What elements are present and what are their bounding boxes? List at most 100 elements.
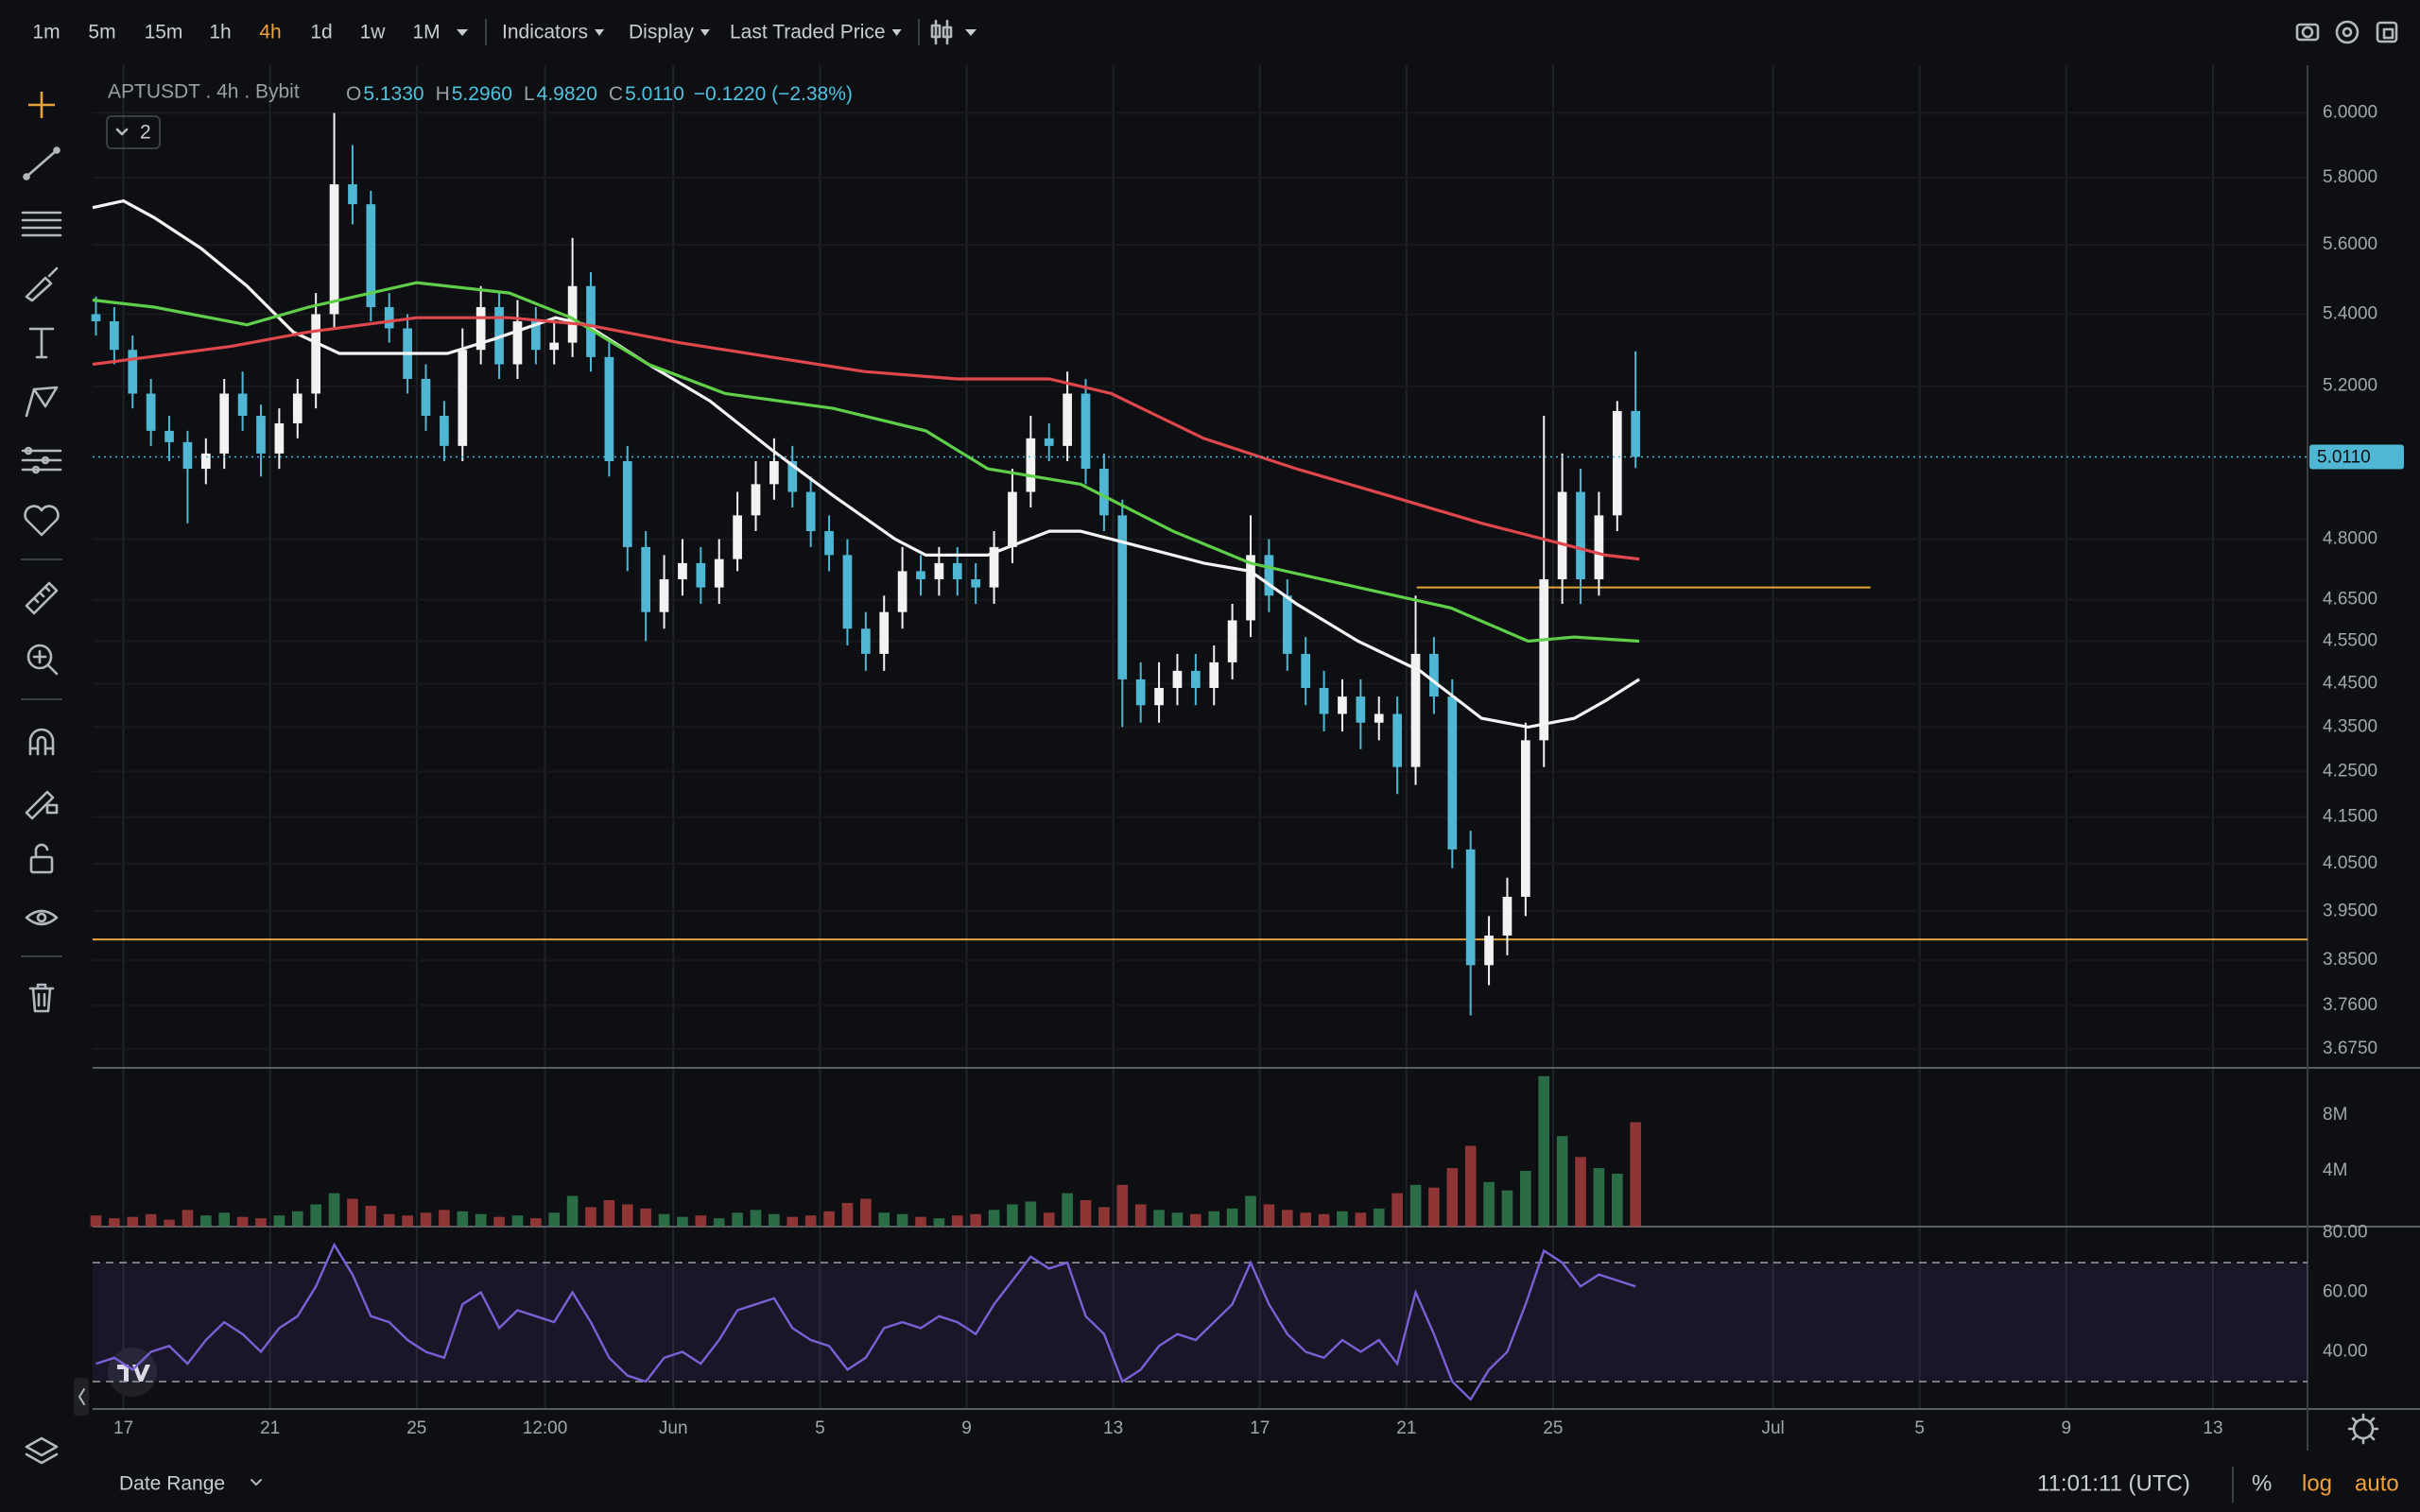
text-tool[interactable] xyxy=(28,327,55,359)
candle-body xyxy=(1429,653,1439,697)
volume-bar xyxy=(621,1204,633,1227)
chart-type-button[interactable] xyxy=(930,19,1900,45)
trendline-tool[interactable] xyxy=(23,146,60,180)
volume-bar xyxy=(236,1216,249,1227)
volume-bar xyxy=(310,1204,321,1227)
log-toggle[interactable]: log xyxy=(2302,1470,2332,1496)
favorites-tool[interactable] xyxy=(24,505,60,537)
visibility-tool[interactable] xyxy=(25,909,59,926)
magnet-tool[interactable] xyxy=(28,728,55,756)
menu-button[interactable]: Display xyxy=(629,22,694,43)
candle-body xyxy=(530,320,541,351)
pattern-tool[interactable] xyxy=(25,386,59,418)
interval-dropdown[interactable] xyxy=(457,29,468,36)
volume-bar xyxy=(1538,1075,1550,1227)
y-tick-label: 5.6000 xyxy=(2323,234,2377,254)
interval-button[interactable]: 1d xyxy=(310,22,332,43)
layers-tool[interactable] xyxy=(25,1436,59,1465)
y-tick-label: 4.8000 xyxy=(2323,528,2377,548)
candle-body xyxy=(1282,595,1292,654)
y-tick-label: 3.8500 xyxy=(2323,950,2377,970)
interval-button[interactable]: 4h xyxy=(259,22,281,43)
candle-body xyxy=(916,571,925,579)
lock-drawing-tool[interactable] xyxy=(25,790,59,820)
volume-bar xyxy=(585,1207,596,1227)
logo-circle xyxy=(108,1348,157,1397)
badge-chevron xyxy=(115,128,129,136)
candle-body xyxy=(549,342,560,351)
fullscreen-button[interactable] xyxy=(2376,21,2398,43)
x-tick-label: 17 xyxy=(1250,1418,1270,1438)
date-range-button[interactable]: Date Range xyxy=(119,1473,225,1495)
interval-button[interactable]: 1w xyxy=(360,22,387,43)
interval-button[interactable]: 1M xyxy=(412,22,440,43)
interval-button[interactable]: 1h xyxy=(209,22,231,43)
volume-bar xyxy=(769,1213,780,1227)
y-tick-label: 4.4500 xyxy=(2323,673,2377,693)
indicator-badge[interactable]: 2 xyxy=(106,115,161,149)
interval-button[interactable]: 1m xyxy=(32,22,60,43)
volume-bar xyxy=(1428,1187,1440,1227)
candle-body xyxy=(1374,713,1384,723)
candle-body xyxy=(256,416,266,454)
x-tick-label: Jun xyxy=(659,1418,688,1438)
menu-caret xyxy=(595,29,605,36)
candle-body xyxy=(1356,696,1366,723)
chart-type-dropdown[interactable] xyxy=(965,29,977,36)
candle-body xyxy=(971,578,981,588)
candle-body xyxy=(1557,491,1567,579)
projection-tool[interactable] xyxy=(21,446,62,474)
crosshair-tool[interactable] xyxy=(28,92,55,118)
volume-bar xyxy=(1373,1208,1385,1227)
candle-body xyxy=(1044,438,1054,446)
change-value: −0.1220 (−2.38%) xyxy=(694,83,853,105)
volume-bar xyxy=(1355,1212,1367,1227)
candle-body xyxy=(274,422,285,454)
candle-body xyxy=(421,378,431,417)
candle-body xyxy=(1026,438,1036,492)
volume-bar xyxy=(493,1216,505,1227)
interval-button[interactable]: 15m xyxy=(145,22,183,43)
x-tick-label: Jul xyxy=(1761,1418,1784,1438)
candle-body xyxy=(842,555,853,629)
x-tick-label: 5 xyxy=(1914,1418,1925,1438)
menu-button[interactable]: Last Traded Price xyxy=(730,22,886,43)
rsi-band xyxy=(93,1263,2308,1383)
ohlc-key: H xyxy=(436,83,450,105)
candle-body xyxy=(1576,491,1585,579)
y-tick-label: 3.6750 xyxy=(2323,1039,2377,1058)
moving-average xyxy=(92,198,1640,730)
volume-bar xyxy=(1190,1213,1201,1227)
candle-body xyxy=(91,314,101,321)
volume-bar xyxy=(291,1211,303,1227)
volume-bar xyxy=(1300,1212,1311,1227)
candle-body xyxy=(696,562,706,588)
auto-toggle[interactable]: auto xyxy=(2355,1470,2399,1496)
settings-button[interactable] xyxy=(2335,20,2360,44)
volume-bar xyxy=(1464,1145,1477,1227)
collapse-tab[interactable] xyxy=(74,1378,89,1416)
candle-body xyxy=(934,562,944,579)
volume-bar xyxy=(970,1213,981,1227)
brush-tool[interactable] xyxy=(25,266,59,302)
volume-bar xyxy=(1520,1171,1531,1227)
volume-bar xyxy=(530,1218,542,1227)
axis-settings[interactable] xyxy=(2347,1413,2379,1445)
x-tick-label: 9 xyxy=(2062,1418,2072,1438)
fib-tool[interactable] xyxy=(21,211,62,237)
interval-button[interactable]: 5m xyxy=(88,22,115,43)
y-tick-label: 4.0500 xyxy=(2323,853,2377,873)
candle-body xyxy=(805,491,816,532)
screenshot-button[interactable] xyxy=(2295,23,2320,42)
lock-tool[interactable] xyxy=(29,843,54,874)
ruler-tool[interactable] xyxy=(25,581,59,615)
volume-bar xyxy=(1483,1181,1495,1227)
delete-tool[interactable] xyxy=(28,983,55,1013)
menu-button[interactable]: Indicators xyxy=(502,22,588,43)
candle-body xyxy=(879,611,890,654)
zoom-tool[interactable] xyxy=(26,644,59,676)
percent-toggle[interactable]: % xyxy=(2252,1470,2272,1496)
